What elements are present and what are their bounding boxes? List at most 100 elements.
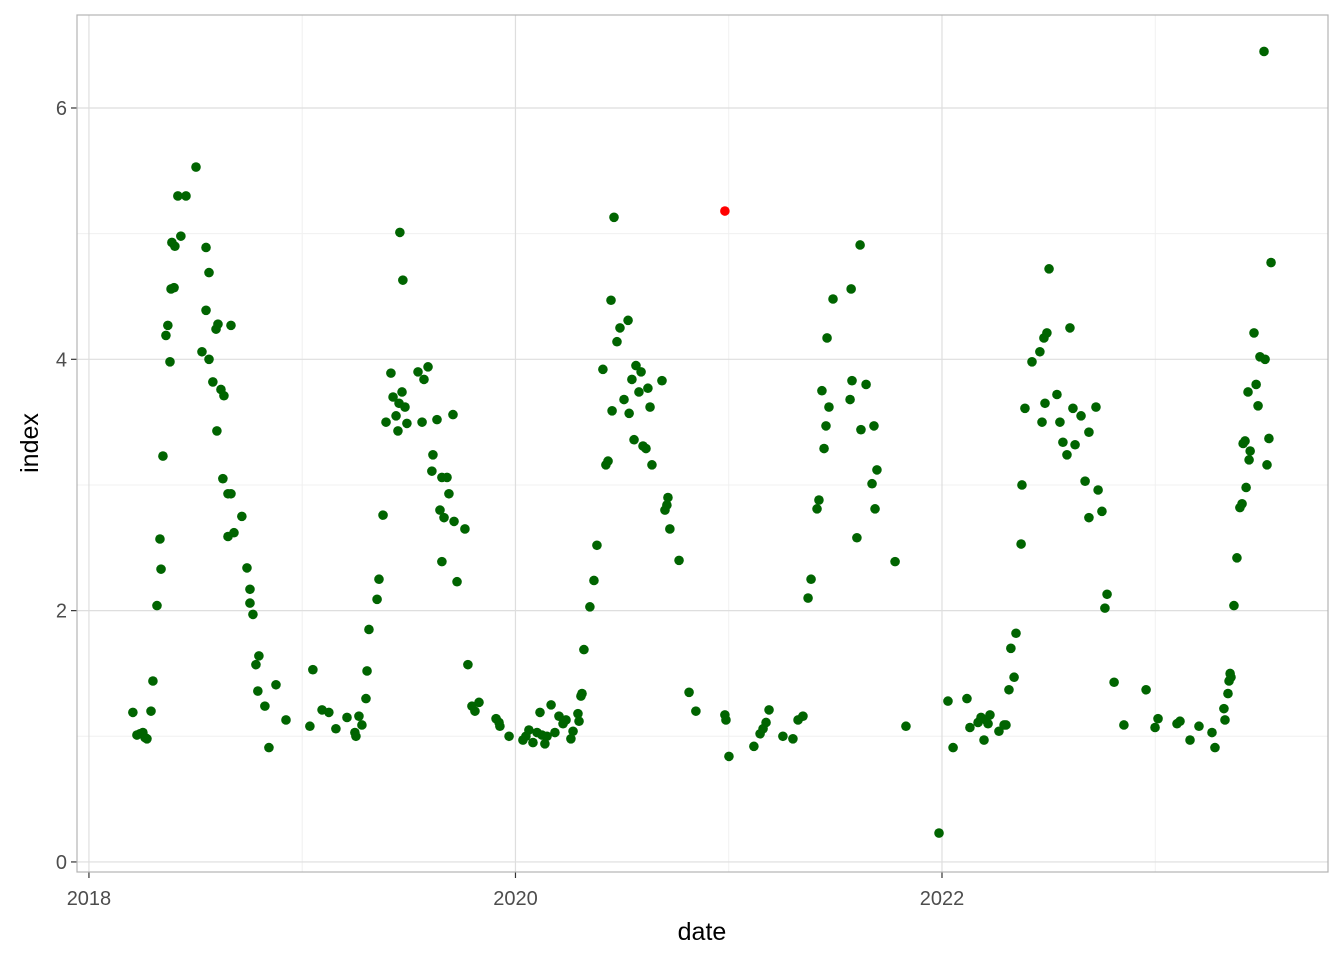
point [764, 705, 774, 715]
point [398, 275, 408, 285]
point [867, 478, 877, 489]
point [607, 406, 617, 416]
point [463, 659, 473, 670]
point [1058, 437, 1068, 448]
point [606, 295, 616, 306]
point [435, 505, 445, 515]
point [1259, 46, 1269, 57]
point [619, 394, 629, 405]
point [1006, 643, 1016, 654]
point [378, 510, 388, 520]
point [589, 575, 599, 586]
point [181, 191, 191, 201]
point [1037, 417, 1047, 427]
point [128, 707, 138, 718]
point [965, 722, 975, 733]
point [1068, 403, 1078, 414]
point [444, 488, 454, 499]
point [528, 737, 538, 748]
point [577, 688, 587, 699]
point [985, 710, 995, 720]
point [1052, 389, 1062, 400]
point [624, 408, 634, 419]
point [643, 383, 653, 394]
point [798, 711, 808, 721]
point [1232, 553, 1242, 563]
point [161, 330, 171, 341]
point [156, 564, 166, 574]
point [749, 741, 759, 752]
point [1065, 323, 1075, 333]
point [634, 387, 644, 397]
point [1150, 722, 1160, 733]
point [395, 227, 405, 238]
point [1093, 485, 1103, 495]
point [603, 456, 613, 466]
point [495, 721, 505, 732]
point [427, 466, 437, 476]
point [212, 426, 222, 436]
point [1223, 688, 1233, 699]
point [504, 731, 514, 742]
point [1243, 387, 1253, 397]
point [432, 414, 442, 425]
point [1245, 446, 1255, 456]
point [1207, 727, 1217, 738]
point [439, 512, 449, 523]
point [400, 402, 410, 412]
x-tick-label: 2018 [67, 888, 112, 910]
point [585, 602, 595, 612]
point [684, 687, 694, 698]
point [260, 701, 270, 711]
point [1262, 460, 1272, 470]
point [1044, 264, 1054, 274]
point [155, 534, 165, 544]
point [542, 731, 552, 742]
point [934, 828, 944, 838]
point [901, 721, 911, 732]
y-tick-label: 4 [56, 349, 67, 371]
point [308, 664, 318, 675]
point [191, 162, 201, 172]
point [535, 707, 545, 718]
point [1062, 450, 1072, 460]
point [165, 357, 175, 367]
point [1226, 672, 1236, 683]
point [281, 715, 291, 725]
point [201, 242, 211, 253]
point [1102, 589, 1112, 600]
point [1266, 257, 1276, 268]
point [1076, 411, 1086, 421]
point [393, 426, 403, 436]
point [1219, 703, 1229, 714]
point [1004, 684, 1014, 695]
point [448, 409, 458, 420]
point [1194, 721, 1204, 732]
point [778, 731, 788, 742]
point [442, 472, 452, 483]
point [254, 651, 264, 661]
point [1016, 539, 1026, 549]
plot-border [76, 14, 1329, 873]
point [817, 385, 827, 396]
point [1080, 476, 1090, 486]
point [452, 576, 462, 587]
point [1027, 357, 1037, 367]
point [579, 644, 589, 655]
point [890, 556, 900, 567]
point [372, 594, 382, 605]
point [1141, 684, 1151, 695]
point [342, 712, 352, 723]
point [402, 418, 412, 429]
point [449, 516, 459, 527]
point [828, 294, 838, 304]
point [1264, 433, 1274, 444]
point [248, 609, 258, 620]
point [1220, 715, 1230, 725]
y-tick-label: 0 [56, 852, 67, 874]
point [845, 394, 855, 405]
point [627, 374, 637, 385]
point [691, 706, 701, 716]
point [218, 473, 228, 484]
